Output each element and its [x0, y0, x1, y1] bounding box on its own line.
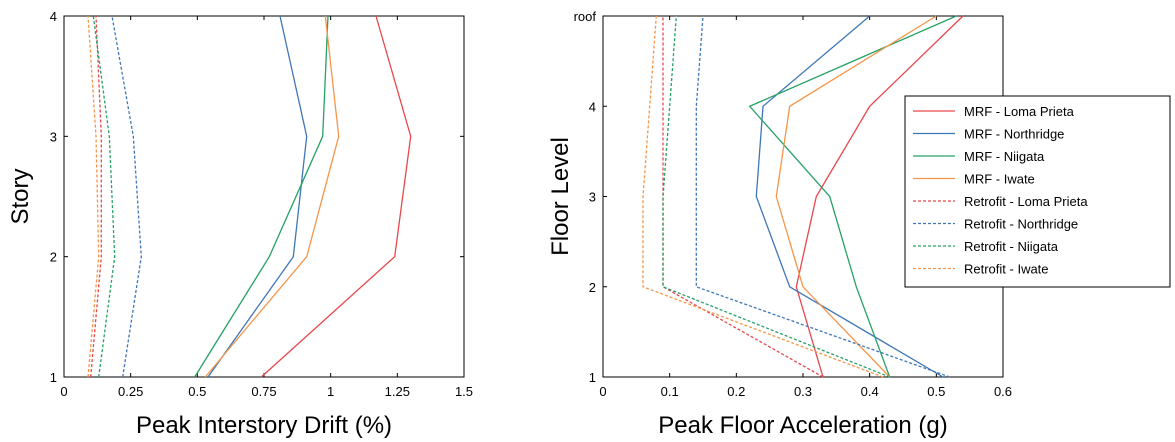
- chart-1-xtick-label: 0: [599, 384, 606, 399]
- chart-1-x-axis-label: Peak Floor Acceleration (g): [658, 412, 947, 439]
- chart-0-ytick-label: 3: [50, 129, 57, 144]
- chart-1-xtick-label: 0.6: [994, 384, 1012, 399]
- acceleration-chart: 0 0.1 0.2 0.3 0.4 0.5 0.6 1 2 3 4 roof Peak Floor Ac…: [547, 9, 1171, 439]
- chart-0-series-line-7: [87, 15, 100, 378]
- chart-1-series-line-1: [755, 15, 944, 378]
- chart-0-ytick-label: 1: [50, 370, 57, 385]
- legend-label-2: MRF - Niigata: [964, 149, 1045, 164]
- chart-0-xtick-label: 0.5: [188, 384, 206, 399]
- chart-1-series-line-4: [662, 16, 824, 378]
- chart-0-xtick-label: 0.75: [251, 384, 276, 399]
- chart-0-xtick-label: 0: [60, 384, 67, 399]
- chart-0-series-line-3: [204, 15, 340, 378]
- chart-1-ytick-label: 1: [589, 370, 596, 385]
- legend-label-3: MRF - Iwate: [964, 172, 1035, 187]
- chart-0-plot-frame: [63, 15, 465, 378]
- legend-label-4: Retrofit - Loma Prieta: [964, 194, 1088, 209]
- chart-0-ytick-label: 2: [50, 250, 57, 265]
- chart-0-series-line-2: [194, 15, 329, 378]
- legend-label-7: Retrofit - Iwate: [964, 262, 1049, 277]
- chart-0-x-axis-label: Peak Interstory Drift (%): [136, 412, 392, 439]
- chart-1-series-line-7: [642, 15, 884, 378]
- legend-label-0: MRF - Loma Prieta: [964, 104, 1075, 119]
- chart-1-xtick-label: 0.3: [794, 384, 812, 399]
- chart-0-ytick-label: 4: [50, 9, 57, 24]
- chart-0-y-axis-label: Story: [7, 168, 34, 224]
- chart-1-ytick-label: 2: [589, 280, 596, 295]
- chart-1-ytick-label: roof: [574, 9, 597, 24]
- chart-0-series-line-1: [207, 15, 308, 378]
- chart-0-series-line-6: [92, 15, 116, 378]
- chart-0-series-line-4: [90, 15, 102, 378]
- chart-1-xtick-label: 0.4: [861, 384, 879, 399]
- drift-chart: 0 0.25 0.5 0.75 1 1.25 1.5 1 2 3 4 Peak Interstory …: [7, 9, 473, 439]
- legend-box: [904, 95, 1171, 288]
- chart-1-series-line-0: [795, 15, 964, 378]
- chart-0-xtick-label: 1.25: [385, 384, 410, 399]
- chart-1-series-line-6: [662, 15, 890, 378]
- chart-0-series-line-5: [111, 15, 142, 378]
- chart-1-xtick-label: 0.1: [661, 384, 679, 399]
- chart-1-xtick-label: 0.2: [727, 384, 745, 399]
- chart-1-series-line-2: [748, 15, 957, 378]
- legend-label-6: Retrofit - Niigata: [964, 239, 1059, 254]
- chart-1-ytick-label: 3: [589, 190, 596, 205]
- chart-0-xtick-label: 0.25: [118, 384, 143, 399]
- chart-1-series-line-3: [775, 15, 937, 378]
- chart-1-ytick-label: 4: [589, 99, 596, 114]
- chart-0-series-line-0: [260, 15, 412, 378]
- chart-0-xtick-label: 1: [327, 384, 334, 399]
- chart-1-y-axis-label: Floor Level: [547, 137, 574, 256]
- chart-1-xtick-label: 0.5: [927, 384, 945, 399]
- legend-label-1: MRF - Northridge: [964, 127, 1064, 142]
- legend-label-5: Retrofit - Northridge: [964, 217, 1078, 232]
- chart-0-xtick-label: 1.5: [455, 384, 473, 399]
- legend: MRF - Loma Prieta MRF - Northridge MRF - N…: [904, 95, 1171, 288]
